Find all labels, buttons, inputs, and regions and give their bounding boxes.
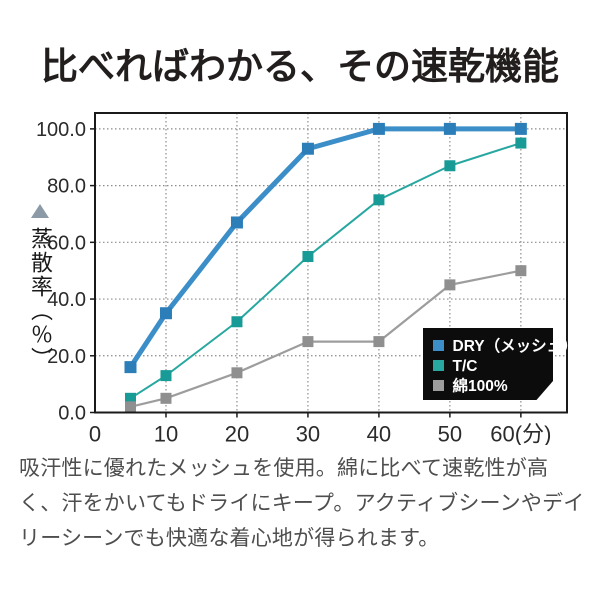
legend-swatch-0	[433, 340, 444, 351]
data-point-series-0	[443, 122, 456, 135]
y-tick-label: 20.0	[47, 346, 86, 368]
description-line: リーシーンでも快適な着心地が得られます。	[19, 527, 440, 550]
x-tick-label: 20	[225, 422, 249, 446]
x-tick-label: 30	[296, 422, 320, 446]
evaporation-rate-line-chart: 0.0 20.0 40.0 60.0 80.0 100.0 0 10 20 30 40 50 60(分)…	[36, 112, 578, 447]
chart-area: 蒸散率（％） 0.0 20.0 40.0 60.0 80.0 100.0 0 10 20 30 40…	[0, 100, 600, 447]
legend-swatch-1	[433, 360, 444, 371]
data-point-series-0	[230, 216, 243, 229]
page-title: 比べればわかる、その速乾機能	[41, 46, 559, 87]
data-point-series-2	[124, 401, 136, 413]
data-point-series-0	[372, 122, 385, 135]
data-point-series-0	[124, 361, 137, 374]
y-tick-label: 80.0	[47, 176, 86, 198]
data-point-series-1	[373, 194, 385, 206]
data-point-series-1	[231, 316, 243, 328]
description-text: 吸汗性に優れたメッシュを使用。綿に比べて速乾性が高 く、汗をかいてもドライにキー…	[19, 451, 589, 556]
y-tick-label: 60.0	[47, 232, 86, 254]
x-tick-label: 0	[89, 422, 101, 446]
data-point-series-1	[444, 160, 456, 172]
y-tick-label: 0.0	[58, 403, 86, 425]
data-point-series-2	[231, 367, 243, 379]
legend-label-1: T/C	[453, 358, 478, 375]
data-point-series-1	[124, 392, 136, 404]
legend-label-2: 綿100%	[453, 376, 508, 395]
x-tick-label: 40	[367, 422, 391, 446]
description-line: く、汗をかいてもドライにキープ。アクティブシーンやデイ	[19, 492, 585, 515]
description-line: 吸汗性に優れたメッシュを使用。綿に比べて速乾性が高	[19, 457, 549, 480]
legend-label-0: DRY（メッシュ）	[453, 337, 578, 355]
data-point-series-2	[373, 336, 385, 348]
data-point-series-2	[302, 336, 314, 348]
data-point-series-2	[515, 265, 527, 277]
y-axis-label: 蒸散率（％）	[22, 204, 58, 371]
data-point-series-2	[160, 392, 172, 404]
data-point-series-1	[302, 251, 314, 263]
data-point-series-0	[159, 307, 172, 320]
data-point-series-0	[514, 122, 527, 135]
data-point-series-0	[301, 142, 314, 155]
y-tick-label: 40.0	[47, 289, 86, 311]
legend-box	[423, 328, 553, 400]
data-point-series-2	[444, 279, 456, 291]
x-tick-label: 10	[154, 422, 178, 446]
y-tick-label: 100.0	[36, 119, 86, 141]
plot-border	[94, 112, 568, 414]
data-point-series-1	[515, 137, 527, 149]
x-tick-label: 50	[438, 422, 462, 446]
y-axis-label-text: 蒸散率（％）	[28, 227, 53, 371]
x-tick-label: 60(分)	[490, 422, 551, 446]
data-point-series-1	[160, 370, 172, 382]
legend-swatch-2	[433, 380, 444, 391]
up-triangle-icon	[31, 204, 49, 218]
